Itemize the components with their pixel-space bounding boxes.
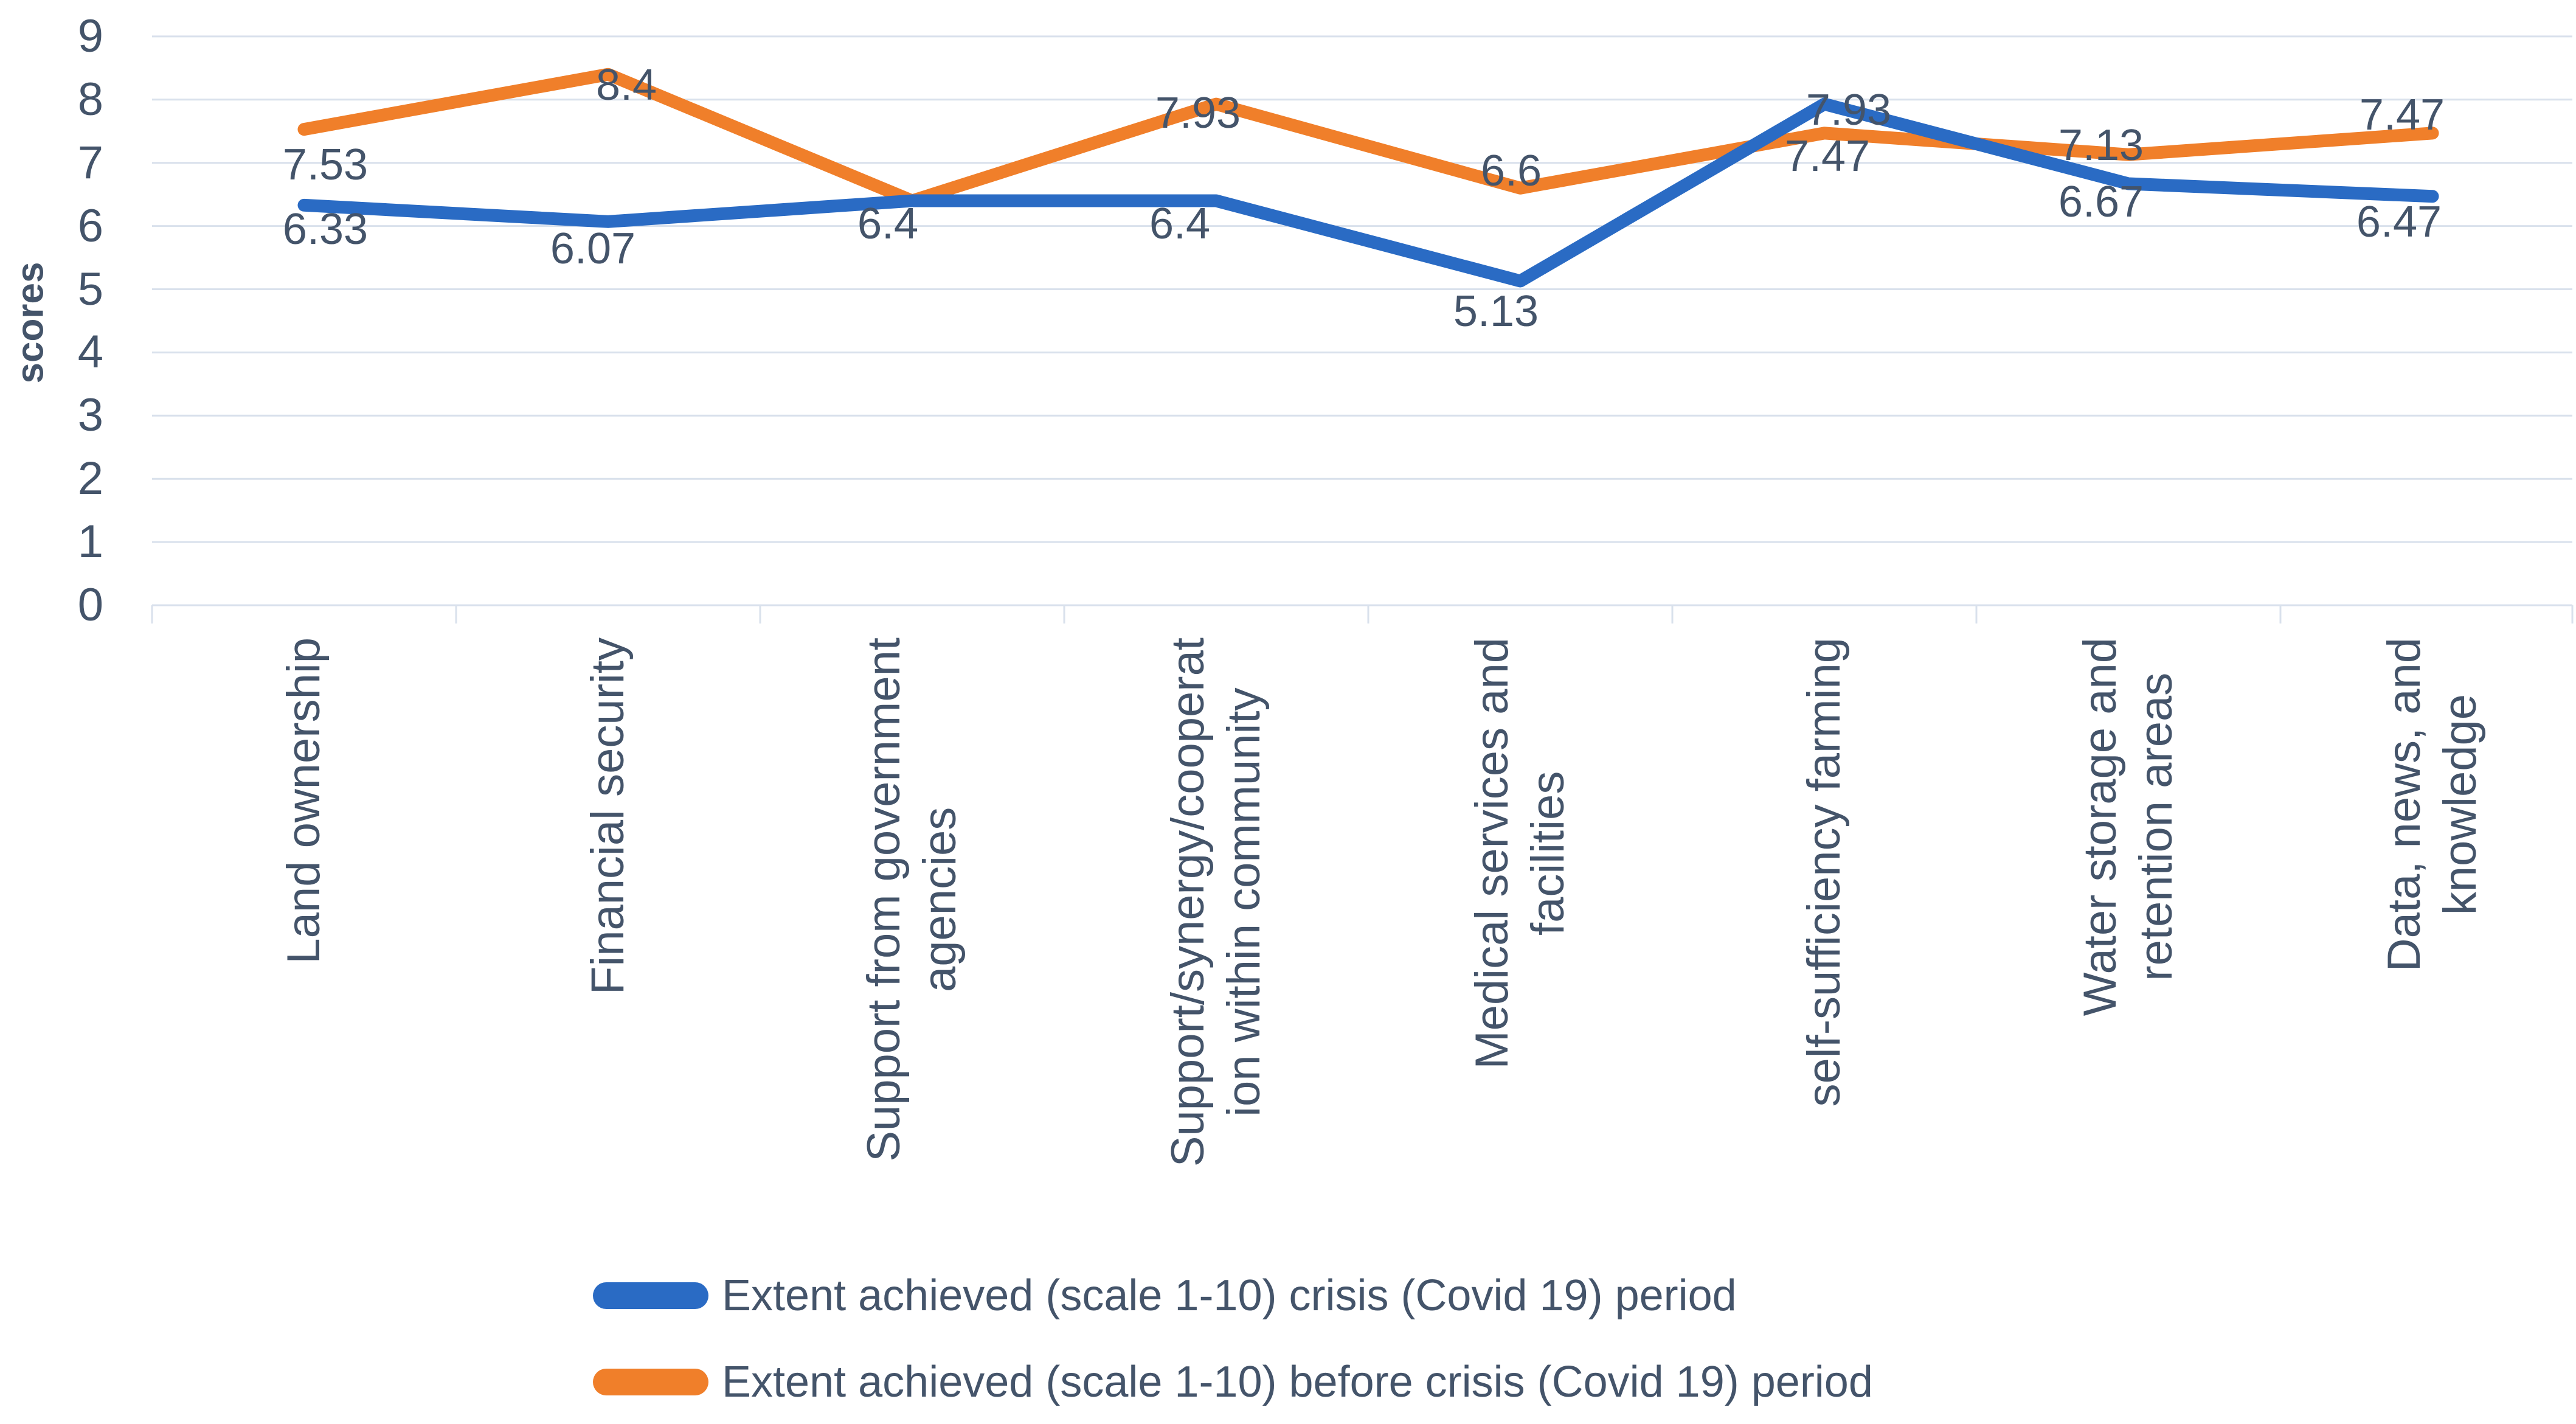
y-tick-label: 7 <box>77 136 103 189</box>
data-label: 5.13 <box>1453 287 1539 336</box>
data-label: 6.47 <box>2356 197 2442 246</box>
y-tick-label: 6 <box>77 200 103 252</box>
y-tick-label: 5 <box>77 263 103 315</box>
category-label: Land ownership <box>276 637 332 964</box>
category-label-line: knowledge <box>2434 693 2486 915</box>
data-label: 8.4 <box>595 61 657 110</box>
category-label-line: Support/synergy/cooperat <box>1162 637 1214 1167</box>
y-tick-label: 2 <box>77 453 103 505</box>
y-tick-label: 9 <box>77 10 103 62</box>
category-label: Water storage and retention areas <box>2072 637 2184 1016</box>
legend-item-crisis: Extent achieved (scale 1-10) crisis (Cov… <box>593 1268 1873 1323</box>
y-tick-label: 8 <box>77 73 103 125</box>
data-label: 7.47 <box>1784 131 1871 181</box>
legend-label: Extent achieved (scale 1-10) before cris… <box>722 1358 1873 1406</box>
category-label: Medical services and facilities <box>1464 637 1576 1069</box>
category-label: self-sufficiency farming <box>1796 637 1852 1107</box>
category-label-line: Water storage and <box>2074 637 2126 1016</box>
category-label-line: retention areas <box>2130 672 2182 981</box>
data-label: 6.4 <box>857 200 919 249</box>
data-label: 6.07 <box>550 224 636 274</box>
category-label-line: ion within community <box>1218 687 1270 1117</box>
data-label: 6.6 <box>1480 147 1542 196</box>
category-label: Financial security <box>580 637 636 995</box>
y-tick-label: 4 <box>77 326 103 378</box>
category-label-line: Financial security <box>582 637 634 995</box>
data-label: 7.13 <box>2058 121 2144 170</box>
series-line-crisis <box>297 97 2439 288</box>
data-label: 6.33 <box>282 205 369 254</box>
legend-marker-orange-line <box>593 1369 708 1395</box>
data-label: 7.53 <box>282 140 369 189</box>
legend: Extent achieved (scale 1-10) crisis (Cov… <box>593 1268 1873 1409</box>
category-label-line: Land ownership <box>278 637 330 964</box>
legend-label: Extent achieved (scale 1-10) crisis (Cov… <box>722 1271 1737 1320</box>
category-label-line: facilities <box>1522 771 1574 936</box>
category-label-line: Medical services and <box>1466 637 1518 1069</box>
data-label: 7.93 <box>1806 86 1892 135</box>
legend-marker-blue-line <box>593 1282 708 1309</box>
legend-item-before-crisis: Extent achieved (scale 1-10) before cris… <box>593 1355 1873 1409</box>
y-tick-label: 1 <box>77 516 103 568</box>
y-tick-label: 0 <box>77 579 103 631</box>
data-label: 7.47 <box>2359 90 2445 139</box>
data-label: 7.93 <box>1155 89 1241 138</box>
category-label-line: agencies <box>914 807 966 992</box>
y-tick-label: 3 <box>77 389 103 442</box>
category-label: Data, news, and knowledge <box>2377 637 2488 971</box>
category-label-line: self-sufficiency farming <box>1798 637 1850 1107</box>
data-label: 6.4 <box>857 200 919 249</box>
series-line-before-crisis <box>297 68 2439 207</box>
category-label: Support/synergy/cooperat ion within commu… <box>1160 637 1272 1167</box>
category-label-line: Support from government <box>858 637 910 1162</box>
category-label-line: Data, news, and <box>2378 637 2430 972</box>
category-label: Support from government agencies <box>856 637 968 1162</box>
data-label: 6.67 <box>2058 177 2144 226</box>
data-label: 6.4 <box>1149 200 1211 249</box>
